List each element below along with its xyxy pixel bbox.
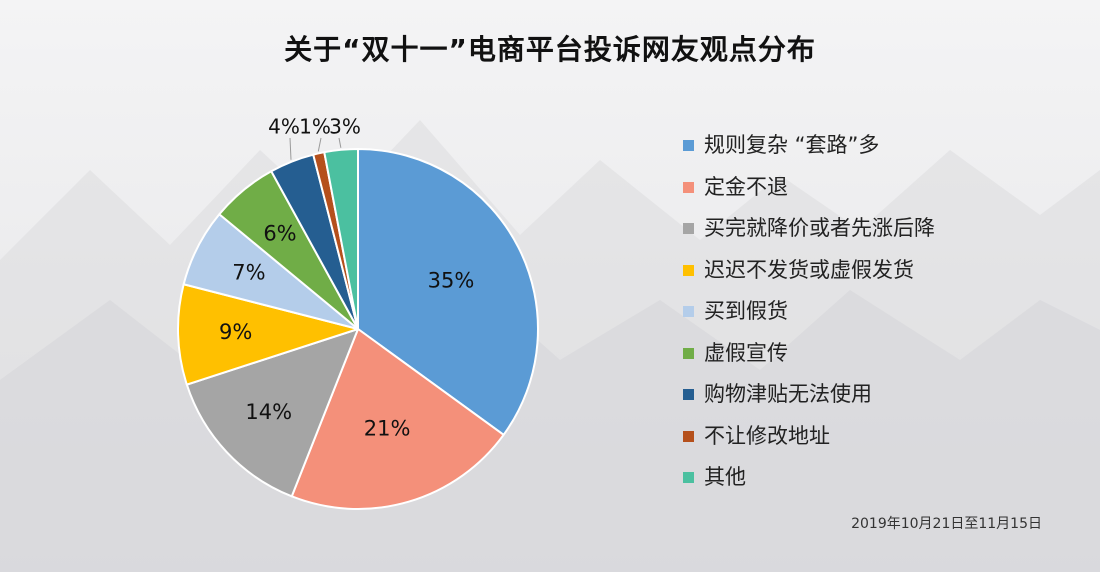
legend-swatch-icon [683, 140, 694, 151]
legend-swatch-icon [683, 472, 694, 483]
data-label-5: 7% [232, 260, 265, 284]
data-label-6: 6% [263, 222, 296, 246]
legend-label: 其他 [704, 465, 746, 489]
legend-swatch-icon [683, 306, 694, 317]
data-label-9: 3% [329, 115, 361, 139]
date-range-note: 2019年10月21日至11月15日 [851, 516, 1042, 532]
data-label-4: 9% [219, 320, 252, 344]
legend-swatch-icon [683, 181, 694, 193]
chart-title: 关于“双十一”电商平台投诉网友观点分布 [284, 33, 816, 66]
data-label-8: 1% [299, 115, 331, 139]
legend-swatch-icon [683, 347, 694, 359]
legend-swatch-icon [683, 389, 694, 400]
leader-line-9 [338, 137, 342, 148]
legend-label: 虚假宣传 [704, 340, 788, 365]
legend-swatch-icon [683, 430, 694, 442]
leader-line-7 [289, 137, 292, 160]
legend-label: 不让修改地址 [704, 423, 830, 448]
pie-slice-4 [177, 283, 359, 386]
data-label-1: 35% [428, 269, 475, 293]
pie-slice-2 [290, 328, 505, 510]
legend-label: 迟迟不发货或虚假发货 [704, 257, 914, 282]
legend-label: 购物津贴无法使用 [704, 382, 872, 406]
legend-label: 定金不退 [704, 174, 788, 199]
legend-swatch-icon [683, 264, 694, 276]
pie-slice-9 [323, 148, 359, 330]
legend-label: 买完就降价或者先涨后降 [704, 216, 935, 240]
data-label-3: 14% [245, 400, 292, 424]
data-label-7: 4% [268, 115, 300, 139]
legend-label: 买到假货 [704, 299, 788, 323]
leader-line-8 [317, 137, 322, 152]
legend-label: 规则复杂 “套路”多 [704, 133, 880, 157]
data-label-2: 21% [364, 416, 411, 440]
legend-swatch-icon [683, 223, 694, 234]
pie-slice-1 [357, 148, 539, 436]
